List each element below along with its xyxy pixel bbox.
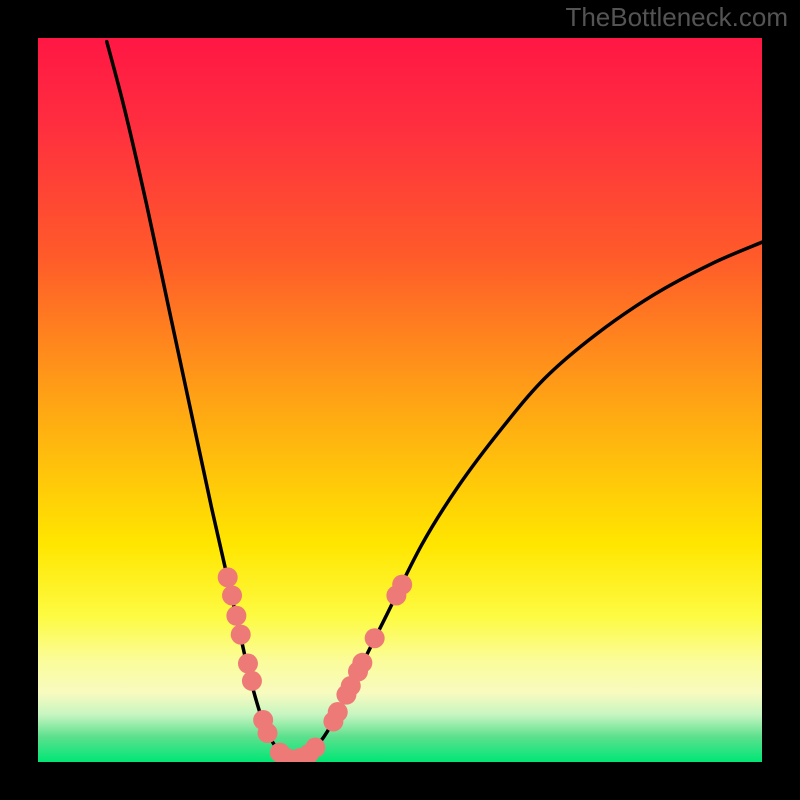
- marker-dot: [231, 625, 251, 645]
- marker-dot: [238, 654, 258, 674]
- marker-dot: [365, 628, 385, 648]
- marker-dot: [352, 653, 372, 673]
- marker-dot: [218, 567, 238, 587]
- marker-dot: [242, 671, 262, 691]
- marker-dot: [305, 738, 325, 758]
- plot-area: [38, 38, 762, 762]
- figure-root: TheBottleneck.com: [0, 0, 800, 800]
- marker-dot: [258, 723, 278, 743]
- marker-dot: [226, 606, 246, 626]
- marker-dot: [392, 575, 412, 595]
- plot-svg: [38, 38, 762, 762]
- gradient-background: [38, 38, 762, 762]
- marker-dot: [328, 702, 348, 722]
- marker-dot: [222, 585, 242, 605]
- watermark-text: TheBottleneck.com: [565, 2, 788, 33]
